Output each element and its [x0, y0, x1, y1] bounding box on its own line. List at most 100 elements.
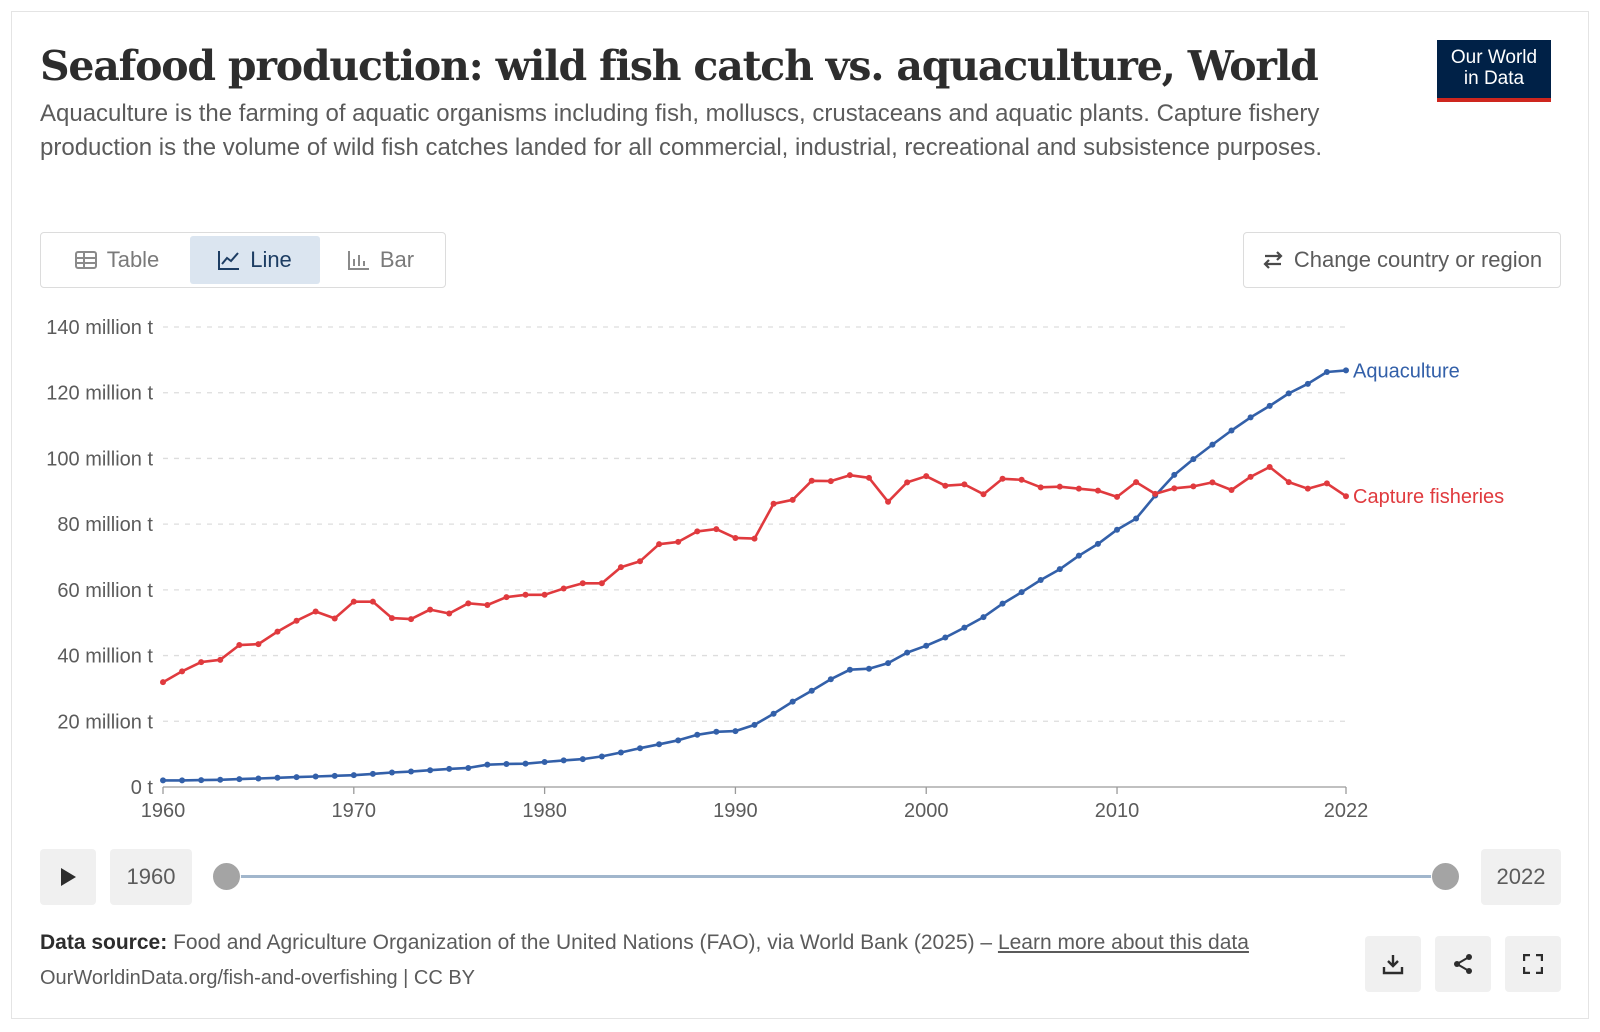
- x-tick-label: 2000: [904, 800, 949, 822]
- tab-table[interactable]: Table: [44, 236, 190, 284]
- capture-fisheries-point: [1266, 463, 1273, 470]
- aquaculture-point: [961, 624, 968, 631]
- aquaculture-point: [198, 777, 205, 784]
- chart-frame: [11, 11, 1589, 1019]
- timeline-end-handle[interactable]: [1431, 862, 1460, 891]
- capture-fisheries-point: [751, 535, 758, 542]
- share-button[interactable]: [1435, 936, 1491, 992]
- y-tick-label: 100 million t: [46, 448, 153, 470]
- timeline-end-year[interactable]: 2022: [1481, 849, 1561, 905]
- aquaculture-point: [1228, 427, 1235, 434]
- aquaculture-point: [1133, 515, 1140, 522]
- logo-line-2: in Data: [1463, 68, 1525, 89]
- capture-fisheries-point: [274, 628, 281, 635]
- aquaculture-point: [617, 749, 624, 756]
- capture-fisheries-point: [1114, 493, 1121, 500]
- tab-line-label: Line: [250, 247, 292, 272]
- x-tick-label: 2022: [1324, 800, 1369, 822]
- aquaculture-label: Aquaculture: [1353, 360, 1460, 382]
- capture-fisheries-point: [732, 534, 739, 541]
- aquaculture-point: [713, 728, 720, 735]
- capture-fisheries-point: [675, 538, 682, 545]
- aquaculture-point: [350, 772, 357, 779]
- view-tabs: Table Line Bar: [40, 232, 446, 288]
- capture-fisheries-point: [942, 482, 949, 489]
- aquaculture-point: [751, 721, 758, 728]
- aquaculture-point: [1247, 414, 1254, 421]
- aquaculture-point: [331, 772, 338, 779]
- fullscreen-button[interactable]: [1505, 936, 1561, 992]
- table-icon: [74, 251, 97, 269]
- capture-fisheries-point: [465, 600, 472, 607]
- aquaculture-point: [1114, 526, 1121, 533]
- data-source: Data source: Food and Agriculture Organi…: [40, 931, 1249, 955]
- play-button[interactable]: [40, 849, 96, 905]
- aquaculture-point: [179, 777, 186, 784]
- y-tick-label: 0 t: [131, 777, 154, 799]
- aquaculture-point: [1037, 577, 1044, 583]
- aquaculture-point: [560, 757, 567, 764]
- timeline-track[interactable]: [226, 875, 1448, 878]
- capture-fisheries-point: [331, 615, 338, 622]
- download-button[interactable]: [1365, 936, 1421, 992]
- aquaculture-point: [598, 753, 605, 760]
- capture-fisheries-point: [1343, 493, 1349, 500]
- aquaculture-point: [1285, 390, 1292, 397]
- capture-fisheries-point: [541, 591, 548, 598]
- aquaculture-point: [865, 665, 872, 672]
- capture-fisheries-point: [503, 594, 510, 601]
- tab-bar[interactable]: Bar: [320, 236, 442, 284]
- y-tick-label: 120 million t: [46, 383, 153, 405]
- capture-fisheries-point: [1037, 484, 1044, 491]
- aquaculture-point: [1209, 441, 1216, 448]
- y-tick-label: 40 million t: [57, 646, 153, 668]
- aquaculture-point: [255, 775, 262, 782]
- capture-fisheries-point: [1094, 487, 1101, 494]
- owid-logo[interactable]: Our World in Data: [1437, 40, 1551, 102]
- aquaculture-line: [163, 369, 1347, 782]
- capture-fisheries-point: [617, 564, 624, 571]
- change-country-label: Change country or region: [1293, 247, 1543, 272]
- aquaculture-point: [484, 761, 491, 768]
- aquaculture-point: [770, 710, 777, 717]
- aquaculture-point: [980, 614, 987, 621]
- capture-fisheries-point: [1304, 485, 1311, 492]
- y-tick-label: 60 million t: [57, 580, 153, 602]
- capture-fisheries-point: [1018, 476, 1025, 483]
- capture-fisheries-point: [598, 580, 605, 587]
- capture-fisheries-point: [713, 526, 720, 533]
- capture-fisheries-point: [980, 491, 987, 498]
- aquaculture-point: [522, 760, 529, 767]
- aquaculture-point: [942, 634, 949, 641]
- aquaculture-point: [1190, 456, 1197, 463]
- tab-table-label: Table: [106, 247, 160, 272]
- change-country-button[interactable]: Change country or region: [1243, 232, 1561, 288]
- tab-line[interactable]: Line: [190, 236, 320, 284]
- timeline-start-handle[interactable]: [212, 862, 241, 891]
- aquaculture-point: [1304, 380, 1311, 387]
- capture-fisheries-point: [999, 475, 1006, 482]
- learn-more-link[interactable]: Learn more about this data: [997, 931, 1249, 954]
- capture-fisheries-point: [808, 477, 815, 484]
- capture-fisheries-point: [217, 656, 224, 663]
- capture-fisheries-point: [694, 528, 701, 535]
- capture-fisheries-point: [484, 601, 491, 608]
- logo-line-1: Our World: [1450, 47, 1538, 68]
- source-url: OurWorldinData.org/fish-and-overfishing …: [40, 967, 475, 989]
- aquaculture-point: [656, 741, 663, 748]
- capture-fisheries-point: [427, 606, 434, 613]
- aquaculture-point: [446, 765, 453, 772]
- data-source-label: Data source:: [40, 931, 168, 954]
- aquaculture-point: [274, 774, 281, 781]
- aquaculture-point: [1171, 471, 1178, 478]
- y-tick-label: 20 million t: [57, 711, 153, 733]
- capture-fisheries-point: [1190, 483, 1197, 490]
- timeline-start-year[interactable]: 1960: [110, 849, 192, 905]
- aquaculture-point: [217, 776, 224, 783]
- capture-fisheries-point: [369, 598, 376, 605]
- capture-fisheries-point: [1133, 479, 1140, 486]
- y-tick-label: 140 million t: [46, 317, 153, 339]
- capture-fisheries-point: [446, 610, 453, 617]
- aquaculture-point: [827, 676, 834, 683]
- capture-fisheries-point: [408, 616, 415, 623]
